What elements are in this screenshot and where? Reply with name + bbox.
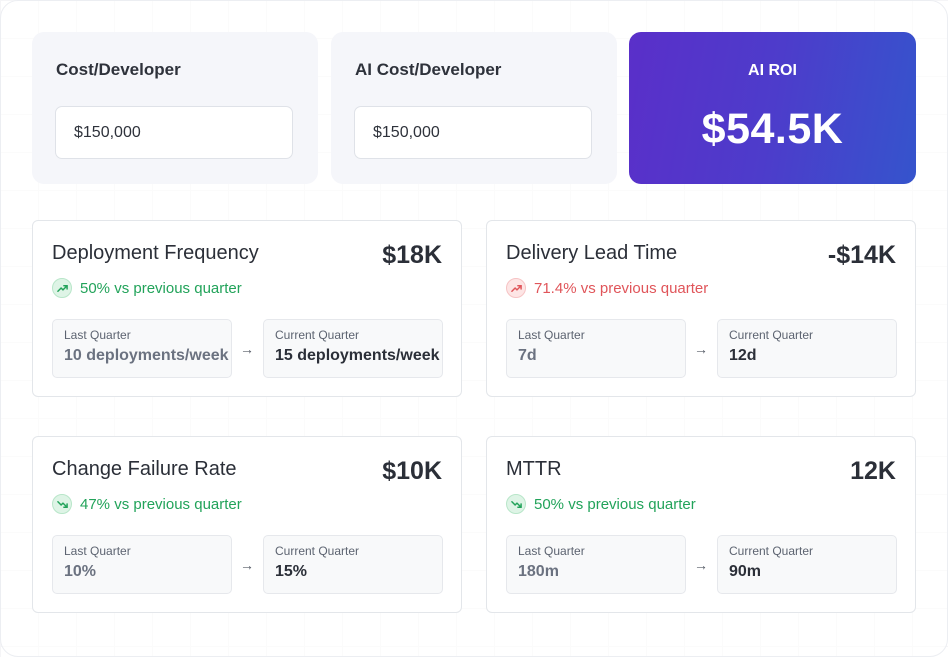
trend-indicator: 71.4% vs previous quarter: [506, 278, 708, 298]
current-quarter-value: 90m: [729, 563, 762, 580]
current-quarter-box: Current Quarter 15 deployments/week: [263, 319, 443, 378]
metric-title: Deployment Frequency: [52, 242, 259, 264]
cost-developer-label: Cost/Developer: [56, 60, 181, 79]
arrow-right-icon: →: [694, 341, 708, 357]
metric-card-delivery-lead-time: Delivery Lead Time -$14K 71.4% vs previo…: [486, 220, 916, 397]
cost-developer-input[interactable]: $150,000: [55, 106, 293, 159]
current-quarter-box: Current Quarter 12d: [717, 319, 897, 378]
current-quarter-label: Current Quarter: [275, 544, 360, 558]
trend-text: 50% vs previous quarter: [534, 495, 696, 513]
trend-indicator: 50% vs previous quarter: [52, 278, 242, 298]
last-quarter-value: 10 deployments/week: [64, 347, 229, 364]
metric-amount: $10K: [382, 457, 442, 485]
metric-card-mttr: MTTR 12K 50% vs previous quarter Last Qu…: [486, 436, 916, 613]
current-quarter-value: 15 deployments/week: [275, 347, 440, 364]
metric-title: MTTR: [506, 458, 562, 480]
ai-cost-developer-label: AI Cost/Developer: [355, 60, 502, 79]
trend-text: 47% vs previous quarter: [80, 495, 242, 513]
metric-amount: 12K: [850, 457, 896, 485]
current-quarter-label: Current Quarter: [729, 544, 814, 558]
trend-indicator: 47% vs previous quarter: [52, 494, 242, 514]
last-quarter-label: Last Quarter: [64, 328, 131, 342]
current-quarter-label: Current Quarter: [729, 328, 814, 342]
last-quarter-box: Last Quarter 10 deployments/week: [52, 319, 232, 378]
last-quarter-label: Last Quarter: [518, 544, 585, 558]
metric-card-change-failure-rate: Change Failure Rate $10K 47% vs previous…: [32, 436, 462, 613]
last-quarter-label: Last Quarter: [518, 328, 585, 342]
last-quarter-value: 180m: [518, 563, 559, 580]
last-quarter-box: Last Quarter 10%: [52, 535, 232, 594]
trend-down-icon: [506, 494, 526, 514]
cost-developer-card: Cost/Developer $150,000: [32, 32, 318, 184]
metric-title: Change Failure Rate: [52, 458, 237, 480]
current-quarter-value: 12d: [729, 347, 757, 364]
trend-text: 71.4% vs previous quarter: [534, 279, 709, 297]
current-quarter-box: Current Quarter 15%: [263, 535, 443, 594]
arrow-right-icon: →: [694, 557, 708, 573]
arrow-right-icon: →: [240, 557, 254, 573]
last-quarter-box: Last Quarter 180m: [506, 535, 686, 594]
ai-roi-value: $54.5K: [701, 105, 844, 153]
current-quarter-label: Current Quarter: [275, 328, 360, 342]
metric-card-deployment-frequency: Deployment Frequency $18K 50% vs previou…: [32, 220, 462, 397]
ai-roi-card: AI ROI $54.5K: [629, 32, 916, 184]
metric-title: Delivery Lead Time: [506, 242, 678, 264]
trend-text: 50% vs previous quarter: [80, 279, 242, 297]
ai-cost-developer-card: AI Cost/Developer $150,000: [331, 32, 617, 184]
ai-cost-developer-input[interactable]: $150,000: [354, 106, 592, 159]
last-quarter-box: Last Quarter 7d: [506, 319, 686, 378]
current-quarter-value: 15%: [275, 563, 308, 580]
trend-indicator: 50% vs previous quarter: [506, 494, 696, 514]
ai-roi-label: AI ROI: [748, 62, 797, 79]
last-quarter-label: Last Quarter: [64, 544, 131, 558]
last-quarter-value: 7d: [518, 347, 537, 364]
trend-down-icon: [52, 494, 72, 514]
metric-amount: -$14K: [827, 241, 896, 269]
metric-amount: $18K: [382, 241, 442, 269]
trend-up-icon: [52, 278, 72, 298]
arrow-right-icon: →: [240, 341, 254, 357]
last-quarter-value: 10%: [64, 563, 97, 580]
current-quarter-box: Current Quarter 90m: [717, 535, 897, 594]
trend-up-icon: [506, 278, 526, 298]
